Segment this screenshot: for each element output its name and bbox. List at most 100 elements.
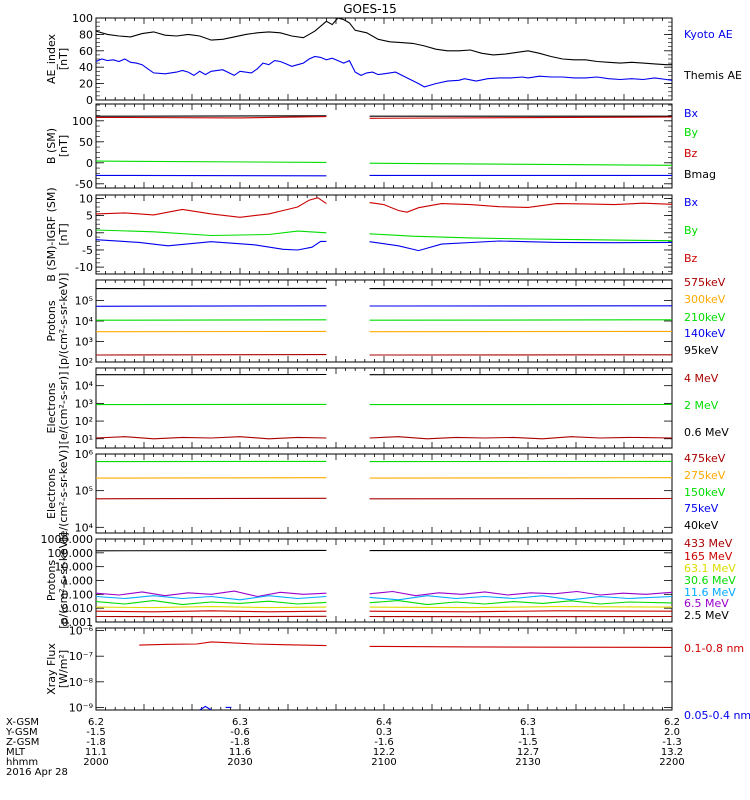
series-line-6-5-mev — [95, 590, 327, 598]
legend-entry: 2.5 MeV — [684, 609, 729, 622]
y-tick-label: 10² — [75, 415, 93, 428]
legend-entry: 0.1-0.8 nm — [684, 642, 744, 655]
y-axis-label: [e/(cm²-s-sr-keV)] — [57, 445, 70, 541]
ephemeris-row-label: MLT — [6, 747, 26, 758]
series-line-63-1-mev — [369, 606, 673, 609]
series-line-bz — [95, 197, 327, 218]
panel-frame — [95, 538, 673, 623]
ephemeris-value: 12.7 — [517, 747, 539, 758]
y-axis-label: B (SM) — [45, 128, 58, 164]
ephemeris-value: 6.3 — [232, 717, 248, 728]
y-tick-label: -10 — [75, 261, 93, 274]
y-tick-label: 1000.000 — [41, 533, 94, 546]
y-tick-label: 10⁻⁶ — [69, 625, 94, 638]
legend-entry: 575keV — [684, 276, 726, 289]
ephemeris-value: 2100 — [371, 757, 396, 768]
ephemeris-value: -1.3 — [662, 737, 682, 748]
series-line-165-mev — [95, 610, 327, 613]
series-line-bx — [95, 239, 327, 251]
panel-frame — [95, 279, 673, 363]
y-tick-label: 10⁴ — [75, 521, 94, 534]
y-axis-label: [nT] — [57, 135, 70, 157]
series-line-themis-ae — [95, 55, 673, 88]
y-tick-label: 10¹ — [75, 433, 93, 446]
y-axis-label: [e/(cm²-s-sr)] — [57, 372, 70, 445]
legend-entry: Bx — [684, 196, 699, 209]
y-tick-label: 0 — [86, 157, 93, 170]
ephemeris-value: 6.4 — [376, 717, 392, 728]
ephemeris-value: -1.5 — [518, 737, 538, 748]
legend-entry: Bz — [684, 252, 698, 265]
ephemeris-value: 6.2 — [88, 717, 104, 728]
y-tick-label: 0.001 — [62, 616, 94, 629]
ephemeris-value: 12.2 — [373, 747, 395, 758]
series-line-by — [95, 229, 327, 237]
legend-entry: 95keV — [684, 344, 719, 357]
ephemeris-value: 2.0 — [664, 727, 680, 738]
ephemeris-value: 2200 — [659, 757, 684, 768]
ephemeris-value: 11.6 — [229, 747, 251, 758]
y-tick-label: 60 — [79, 45, 93, 58]
y-tick-label: 10² — [75, 356, 93, 369]
y-tick-label: 20 — [79, 78, 93, 91]
panel-protons_mev: 0.0010.0100.1001.00010.000100.0001000.00… — [41, 532, 737, 629]
y-axis-label: AE_index — [45, 33, 58, 84]
legend-entry: Bx — [684, 107, 699, 120]
ephemeris-value: 0.3 — [376, 727, 392, 738]
legend-entry: Kyoto AE — [684, 28, 733, 41]
legend-entry: 210keV — [684, 311, 726, 324]
panel-frame — [95, 453, 673, 534]
legend-entry: 63.1 MeV — [684, 562, 736, 575]
series-line-bx — [369, 240, 673, 252]
series-line-140kev — [95, 305, 327, 307]
legend-entry: Bz — [684, 147, 698, 160]
panel-frame — [95, 17, 673, 101]
legend-entry: 150keV — [684, 486, 726, 499]
series-line-4-mev — [369, 436, 673, 440]
ephemeris-row-label: 2016 Apr 28 — [6, 767, 68, 778]
series-line-by — [369, 162, 673, 166]
series-line-0-1-0-8-nm — [369, 645, 673, 648]
ephemeris-row-label: hhmm — [6, 757, 38, 768]
legend-entry: 75keV — [684, 502, 719, 515]
series-line-11-6-mev — [369, 595, 673, 601]
legend-entry: 2 MeV — [684, 399, 719, 412]
ephemeris-value: 1.1 — [520, 727, 536, 738]
series-line-kyoto-ae — [95, 17, 672, 66]
legend-entry: 0.05-0.4 nm — [684, 709, 750, 722]
y-tick-label: 10.000 — [55, 561, 94, 574]
ephemeris-value: 13.2 — [661, 747, 683, 758]
series-line-6-5-mev — [369, 590, 673, 597]
ephemeris-value: -1.8 — [86, 737, 106, 748]
y-tick-label: 10³ — [75, 397, 93, 410]
y-tick-label: 5 — [86, 210, 93, 223]
y-tick-label: 0 — [86, 94, 93, 107]
legend-entry: 6.5 MeV — [684, 597, 729, 610]
y-tick-label: 10⁻⁹ — [69, 701, 93, 714]
y-axis-label: Xray Flux — [45, 643, 58, 695]
y-axis-label: [p/(cm²-s-sr-keV)] — [57, 273, 70, 370]
y-axis-label: [nT] — [57, 223, 70, 245]
ephemeris-value: 6.2 — [664, 717, 680, 728]
panel-ae: 0 20 40 60 80 100 AE_index [nT] Kyoto AE Themis A… — [45, 12, 742, 107]
legend-entry: 4 MeV — [684, 372, 719, 385]
legend-entry: 475keV — [684, 452, 726, 465]
y-tick-label: 50 — [79, 136, 93, 149]
legend-entry: 0.6 MeV — [684, 426, 729, 439]
panel-frame — [95, 627, 673, 711]
legend-entry: 275keV — [684, 469, 726, 482]
legend-entry: 433 MeV — [684, 537, 733, 550]
y-axis-label: Electrons — [45, 468, 58, 519]
y-tick-label: 10⁻⁸ — [69, 676, 94, 689]
ephemeris-value: -1.5 — [86, 727, 106, 738]
y-tick-label: 40 — [79, 61, 93, 74]
ephemeris-row-label: Z-GSM — [6, 737, 39, 748]
legend-entry: By — [684, 224, 699, 237]
y-tick-label: 10⁴ — [75, 315, 94, 328]
panel-bigrf: -10 -5 0 5 10 B (SM)-IGRF (SM) [nT] Bx By Bz — [45, 187, 699, 281]
panel-bsm: -50 0 50 100 B (SM) [nT] Bx By Bz Bmag — [45, 103, 716, 191]
legend-entry: 40keV — [684, 519, 719, 532]
y-axis-label: B (SM)-IGRF (SM) — [45, 187, 58, 281]
ephemeris-value: -1.6 — [374, 737, 394, 748]
